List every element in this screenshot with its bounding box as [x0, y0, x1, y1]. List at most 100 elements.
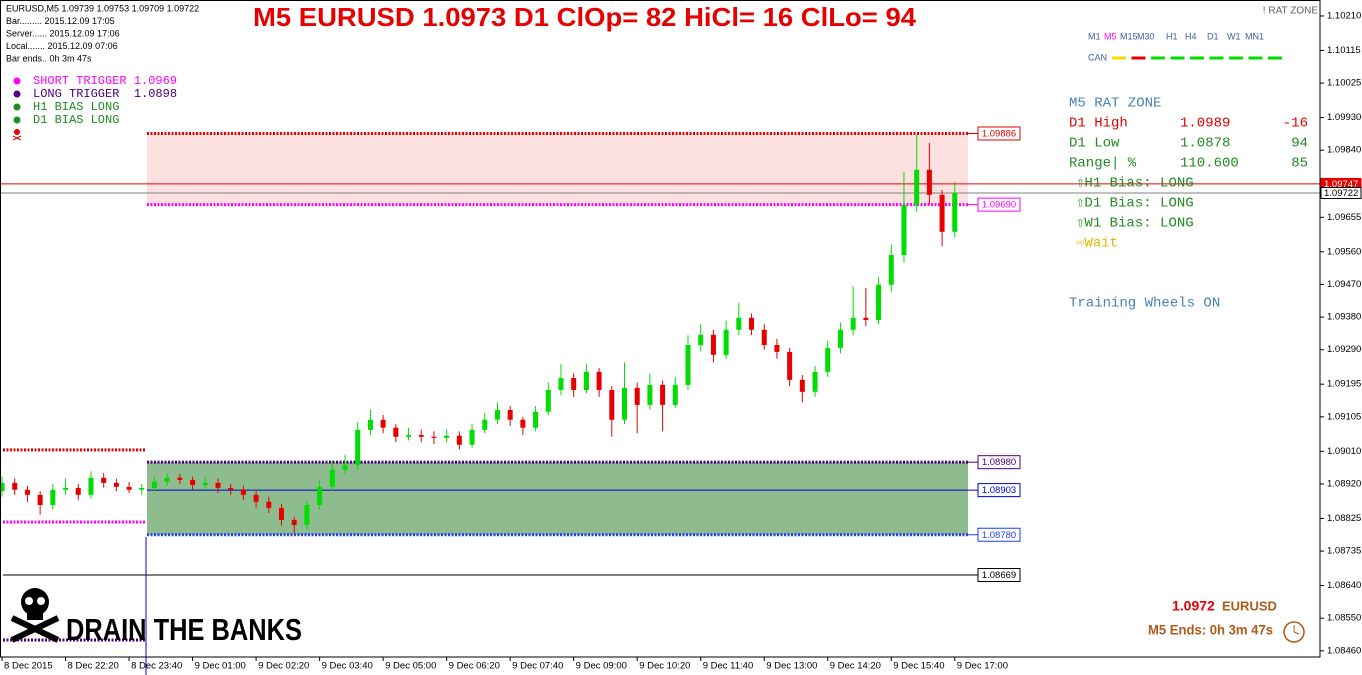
header-line: Bar......... 2015.12.09 17:05	[6, 16, 115, 26]
candle-body	[812, 371, 818, 392]
level-lines: 1.09886 1.09690 1.08980 1.08903 1.08780 1.086…	[0, 126, 1320, 642]
y-tick-label: 1.08460	[1327, 645, 1361, 656]
brand: DRAIN THE BANKS	[66, 612, 302, 647]
candle-body	[101, 477, 107, 483]
candle-body	[761, 329, 767, 346]
candle-body	[583, 371, 589, 390]
candle-body	[837, 329, 843, 348]
candle-body	[596, 371, 602, 390]
candle-body	[520, 419, 526, 428]
plot-frame	[0, 0, 1321, 658]
y-tick-label: 1.09840	[1327, 145, 1361, 156]
x-tick-label: 9 Dec 06:20	[449, 661, 500, 672]
candle-body	[533, 411, 539, 428]
can-dash	[1131, 56, 1146, 60]
x-tick-label: 9 Dec 11:40	[703, 661, 754, 672]
clock-icon	[1283, 621, 1305, 643]
candle-body	[50, 489, 56, 505]
legend-dot	[13, 77, 21, 85]
y-tick-label: 1.08920	[1327, 478, 1361, 489]
timeframe: W1	[1227, 31, 1241, 41]
footer-symbol: EURUSD	[1222, 598, 1277, 613]
candle-body	[507, 409, 513, 420]
y-tick-label: 1.10025	[1327, 78, 1361, 89]
level-label: 1.09886	[982, 129, 1016, 140]
x-tick-label: 9 Dec 05:00	[385, 661, 436, 672]
timeframe: M15	[1120, 31, 1138, 41]
panel-note: Training Wheels ON	[1069, 296, 1220, 312]
candle-body	[545, 389, 551, 412]
panel-cell: 1.0878	[1180, 136, 1230, 152]
candle-body	[787, 351, 793, 380]
level-label-box	[977, 126, 1021, 141]
x-tick-label: 9 Dec 07:40	[512, 661, 563, 672]
y-tick-label: 1.08735	[1327, 546, 1361, 557]
can-dash	[1248, 56, 1263, 60]
candle-body	[355, 429, 361, 465]
candle-body	[685, 345, 691, 385]
candle-body	[482, 419, 488, 430]
y-tick-label: 1.09290	[1327, 344, 1361, 355]
candle-body	[749, 317, 755, 330]
candle-body	[37, 494, 43, 505]
candle-body	[456, 435, 462, 445]
candle-body	[888, 255, 894, 285]
x-tick-label: 9 Dec 01:00	[195, 661, 246, 672]
candle-body	[88, 477, 94, 495]
legend-dot	[13, 90, 21, 98]
footer-price: 1.0972	[1172, 598, 1215, 614]
panel-cell: Range| %	[1069, 156, 1137, 172]
candle-body	[380, 419, 386, 428]
panel-cell: 110.600	[1180, 156, 1239, 172]
candle-body	[469, 429, 475, 445]
candle-body	[393, 427, 399, 437]
can-dash	[1229, 56, 1243, 60]
x-tick-label: 9 Dec 15:40	[893, 661, 944, 672]
can-dash	[1170, 56, 1185, 60]
timeframe: M5	[1104, 31, 1117, 41]
candle-body	[304, 504, 310, 525]
level-label-box	[977, 455, 1021, 470]
zone	[147, 133, 968, 205]
level-label: 1.09690	[982, 200, 1016, 211]
can-dash	[1112, 56, 1126, 60]
small-skull	[12, 129, 22, 141]
price-label-box	[1320, 187, 1362, 200]
candle-body	[329, 469, 335, 487]
panel-title: M5 RAT ZONE	[1069, 96, 1161, 112]
legend-text: H1 BIAS LONG	[33, 100, 119, 114]
candle-body	[609, 389, 615, 420]
candle-body	[367, 419, 373, 430]
candle-body	[444, 435, 450, 438]
zone	[147, 462, 968, 535]
candle-body	[850, 317, 856, 330]
candle-body	[202, 482, 208, 486]
panel-bias: ⇧W1 Bias: LONG	[1076, 216, 1194, 232]
candle-body	[825, 347, 831, 372]
candle-body	[12, 482, 18, 490]
y-tick-label: 1.09470	[1327, 279, 1361, 290]
candle-body	[914, 169, 920, 205]
y-tick-label: 1.09105	[1327, 411, 1361, 422]
candle-body	[406, 434, 412, 437]
skull-icon	[10, 588, 60, 643]
can-dash	[1268, 56, 1282, 60]
candle-body	[494, 409, 500, 420]
y-tick-label: 1.10115	[1327, 45, 1361, 56]
level-label-box	[977, 527, 1021, 542]
header-line: Bar ends.. 0h 3m 47s	[6, 53, 92, 63]
panel-cell: 85	[1291, 156, 1308, 172]
x-tick-label: 9 Dec 14:20	[830, 661, 881, 672]
candle-body	[75, 487, 81, 495]
candle-body	[634, 387, 640, 405]
candle-body	[228, 487, 234, 490]
can-dash	[1151, 56, 1165, 60]
candle-body	[939, 194, 945, 232]
candle-body	[799, 379, 805, 392]
candle-body	[723, 329, 729, 355]
zones	[147, 133, 968, 535]
timeframe: H1	[1166, 31, 1178, 41]
x-tick-label: 9 Dec 09:00	[576, 661, 627, 672]
can-label: CAN	[1088, 52, 1107, 62]
